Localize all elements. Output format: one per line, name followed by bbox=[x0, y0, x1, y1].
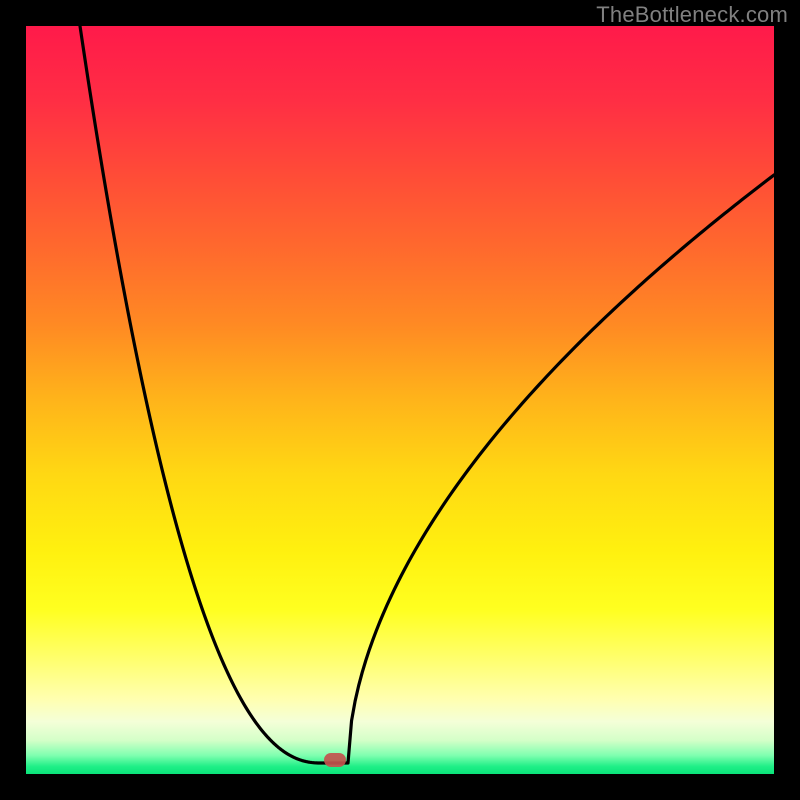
plot-background-gradient bbox=[26, 26, 774, 774]
watermark-text: TheBottleneck.com bbox=[596, 2, 788, 28]
chart-wrapper: TheBottleneck.com bbox=[0, 0, 800, 800]
bottleneck-chart bbox=[0, 0, 800, 800]
optimal-marker bbox=[324, 753, 346, 767]
